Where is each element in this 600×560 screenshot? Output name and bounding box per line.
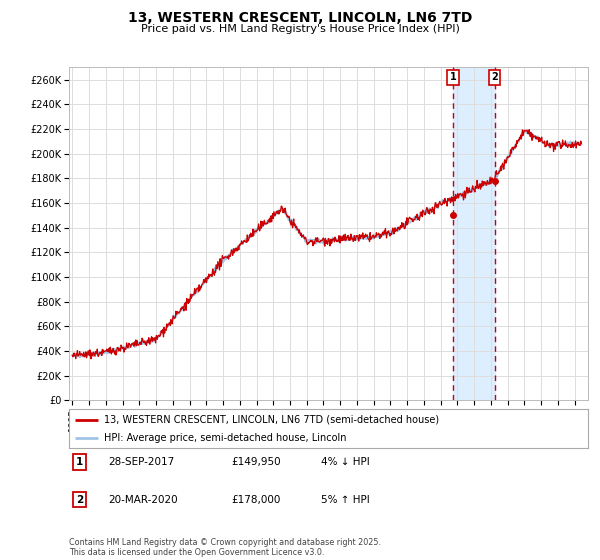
Text: 1: 1 [449,72,457,82]
Text: £178,000: £178,000 [231,494,280,505]
Text: Contains HM Land Registry data © Crown copyright and database right 2025.
This d: Contains HM Land Registry data © Crown c… [69,538,381,557]
Text: 13, WESTERN CRESCENT, LINCOLN, LN6 7TD: 13, WESTERN CRESCENT, LINCOLN, LN6 7TD [128,11,472,25]
Text: £149,950: £149,950 [231,457,281,467]
Text: 5% ↑ HPI: 5% ↑ HPI [321,494,370,505]
Text: 4% ↓ HPI: 4% ↓ HPI [321,457,370,467]
Text: Price paid vs. HM Land Registry's House Price Index (HPI): Price paid vs. HM Land Registry's House … [140,24,460,34]
Text: HPI: Average price, semi-detached house, Lincoln: HPI: Average price, semi-detached house,… [104,433,347,443]
Text: 20-MAR-2020: 20-MAR-2020 [108,494,178,505]
Text: 28-SEP-2017: 28-SEP-2017 [108,457,174,467]
Text: 2: 2 [491,72,498,82]
Text: 2: 2 [76,494,83,505]
Text: 1: 1 [76,457,83,467]
Text: 13, WESTERN CRESCENT, LINCOLN, LN6 7TD (semi-detached house): 13, WESTERN CRESCENT, LINCOLN, LN6 7TD (… [104,415,439,425]
Bar [453,67,494,400]
